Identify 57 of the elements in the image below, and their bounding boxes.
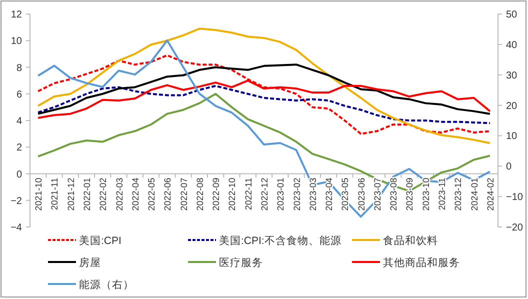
legend-label: 食品和饮料: [383, 234, 438, 247]
x-tick-label: 2023-07: [372, 178, 382, 211]
x-tick-label: 2023-01: [276, 178, 286, 211]
legend-label: 医疗服务: [219, 256, 263, 269]
line-series: [37, 28, 491, 144]
y-tick-label: 6: [16, 89, 22, 100]
x-tick-label: 2023-10: [420, 178, 431, 211]
x-tick-label: 2022-12: [260, 178, 270, 211]
y-tick-label: 0: [16, 169, 22, 180]
x-tick-label: 2021-11: [50, 178, 60, 210]
y2-tick-label: 20: [506, 100, 518, 112]
x-tick-label: 2023-09: [404, 178, 415, 211]
x-tick-label: 2022-01: [82, 178, 92, 211]
x-tick-label: 2021-12: [66, 178, 76, 211]
legend-label: 美国:CPI:不含食物、能源: [219, 234, 342, 247]
y-tick-label: −2: [10, 196, 22, 207]
x-tick-label: 2023-04: [324, 178, 334, 211]
legend-label: 美国:CPI: [79, 234, 122, 247]
x-tick-label: 2022-05: [146, 178, 157, 211]
line-series: [37, 64, 491, 115]
y2-tick-label: 50: [506, 10, 518, 20]
x-tick-label: 2022-03: [114, 178, 124, 211]
x-tick-label: 2024-02: [485, 178, 496, 211]
x-tick-label: 2022-04: [130, 178, 140, 211]
legend-label: 房屋: [79, 256, 101, 269]
x-tick-label: 2021-10: [34, 178, 44, 211]
y2-tick-label: 10: [506, 131, 518, 142]
y2-tick-label: 30: [506, 70, 518, 82]
y-tick-label: 12: [10, 10, 22, 20]
x-tick-label: 2022-06: [162, 178, 173, 211]
x-tick-label: 2023-05: [340, 178, 350, 211]
x-tick-label: 2023-12: [453, 178, 464, 211]
x-tick-label: 2023-08: [388, 178, 399, 211]
x-tick-label: 2022-08: [194, 178, 205, 211]
legend-label: 能源（右）: [79, 278, 134, 291]
legend-label: 其他商品和服务: [383, 256, 460, 269]
y-tick-label: 2: [16, 142, 22, 154]
y2-tick-label: −10: [506, 192, 524, 204]
line-series: [37, 54, 491, 135]
y-tick-label: 4: [16, 116, 22, 127]
y2-tick-label: −20: [506, 222, 524, 234]
y-tick-label: −4: [10, 222, 22, 234]
x-tick-label: 2022-02: [98, 178, 108, 211]
x-tick-label: 2022-10: [227, 178, 238, 211]
x-tick-label: 2024-01: [469, 178, 480, 211]
x-tick-label: 2022-07: [178, 178, 189, 211]
x-tick-label: 2023-03: [308, 178, 318, 211]
x-tick-label: 2022-09: [211, 178, 222, 211]
y-tick-label: 10: [10, 36, 22, 48]
y-tick-label: 8: [16, 62, 22, 74]
y2-tick-label: 40: [506, 40, 518, 51]
x-tick-label: 2023-02: [292, 178, 302, 211]
x-tick-label: 2023-11: [437, 178, 448, 210]
line-series: [37, 84, 491, 124]
x-tick-label: 2023-06: [356, 178, 366, 211]
x-tick-label: 2022-11: [243, 178, 254, 210]
y2-tick-label: 0: [506, 162, 512, 173]
